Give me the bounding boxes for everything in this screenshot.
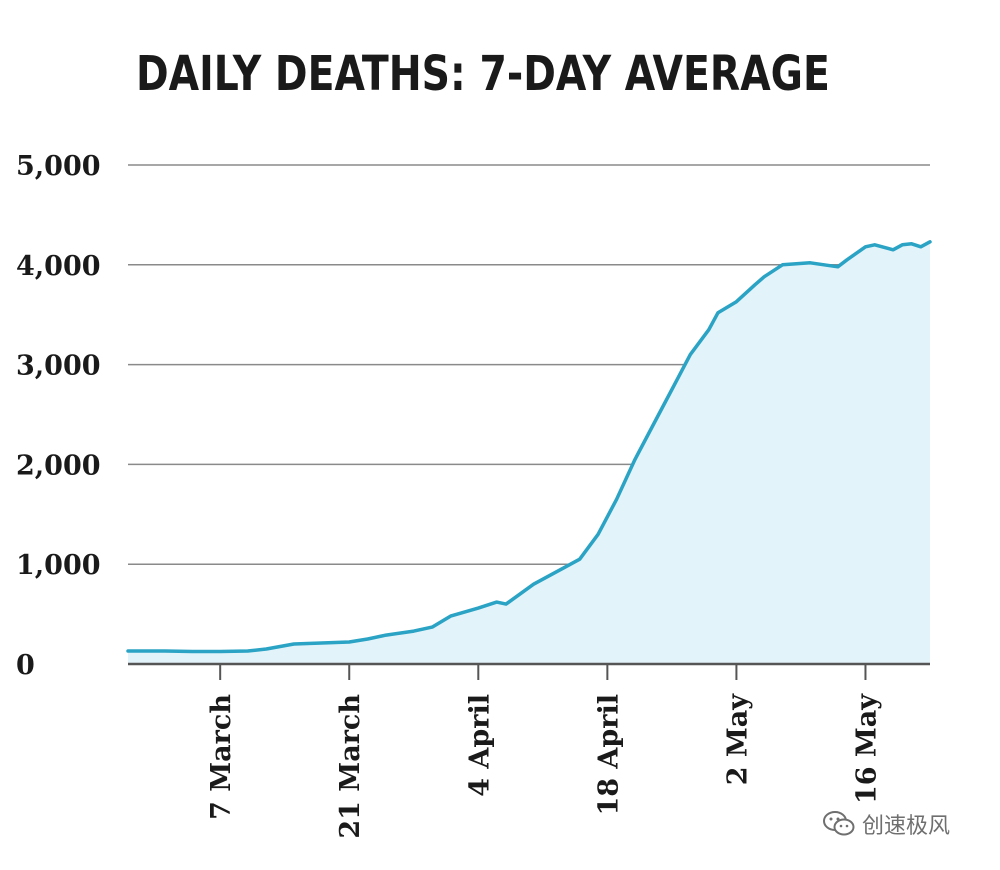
watermark: 创速极风 [822, 808, 950, 840]
x-tick-label: 16 May [851, 693, 882, 804]
wechat-icon [823, 811, 855, 836]
x-tick-label: 7 March [206, 694, 237, 820]
x-tick-label: 21 March [335, 694, 366, 839]
series-area [126, 240, 932, 665]
x-tick-label: 18 April [593, 694, 624, 816]
y-tick-label: 3,000 [16, 351, 101, 382]
x-axis [128, 662, 930, 680]
y-tick-label: 0 [16, 650, 35, 681]
x-tick-label: 4 April [464, 694, 495, 797]
series-line [126, 240, 932, 654]
y-tick-label: 5,000 [16, 151, 101, 182]
y-tick-label: 2,000 [16, 450, 101, 481]
y-tick-label: 4,000 [16, 251, 101, 282]
y-tick-label: 1,000 [16, 550, 101, 581]
x-tick-labels: 7 March 21 March 4 April 18 April 2 May 16 Ma… [206, 693, 882, 839]
y-tick-labels: 0 1,000 2,000 3,000 4,000 5,000 [16, 151, 101, 681]
series-fill [128, 241, 930, 665]
x-tick-label: 2 May [722, 693, 753, 786]
chart-title: DAILY DEATHS: 7-DAY AVERAGE [136, 46, 830, 102]
watermark-text: 创速极风 [862, 814, 951, 839]
